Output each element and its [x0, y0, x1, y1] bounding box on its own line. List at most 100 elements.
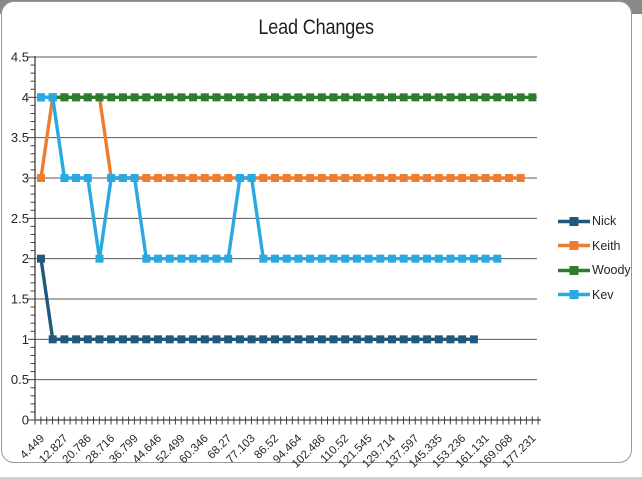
series-line-woody[interactable] [37, 93, 537, 102]
data-point-marker [165, 335, 174, 344]
data-point-marker [118, 335, 127, 344]
data-point-marker [212, 335, 221, 344]
data-point-marker [154, 335, 162, 344]
data-point-marker [142, 93, 151, 102]
data-point-marker [282, 93, 291, 102]
data-point-marker [364, 335, 373, 344]
legend-label: Keith [592, 238, 621, 253]
data-point-marker [130, 335, 139, 344]
y-tick-label: 2 [22, 251, 29, 266]
data-point-marker [329, 93, 338, 102]
data-point-marker [352, 174, 361, 182]
series-line-kev[interactable] [37, 93, 502, 263]
data-point-marker [130, 93, 139, 102]
legend-item-woody[interactable]: Woody [558, 258, 631, 283]
data-point-marker [60, 335, 69, 344]
data-point-marker [235, 93, 244, 102]
data-point-marker [446, 254, 455, 263]
data-point-marker [118, 174, 127, 182]
legend-label: Nick [592, 214, 617, 229]
data-point-marker [259, 93, 268, 102]
data-point-marker [411, 93, 420, 102]
data-point-marker [95, 254, 104, 263]
legend-item-kev[interactable]: Kev [558, 283, 631, 308]
data-point-marker [107, 93, 116, 102]
data-point-marker [306, 254, 315, 263]
data-point-marker [107, 174, 116, 182]
data-point-marker [446, 174, 455, 182]
data-point-marker [224, 93, 233, 102]
data-point-marker [271, 254, 279, 263]
data-point-marker [434, 174, 443, 182]
data-point-marker [411, 335, 420, 344]
data-point-marker [177, 335, 186, 344]
y-tick-label: 1.5 [11, 292, 29, 307]
chart-card [1, 1, 632, 463]
data-point-marker [341, 254, 350, 263]
data-point-marker [271, 93, 279, 102]
data-point-marker [493, 254, 502, 263]
data-point-marker [423, 335, 432, 344]
data-point-marker [72, 335, 81, 344]
data-point-marker [516, 174, 525, 182]
data-point-marker [224, 174, 233, 182]
data-point-marker [423, 93, 432, 102]
data-point-marker [200, 254, 209, 263]
data-point-marker [446, 93, 455, 102]
data-point-marker [247, 93, 256, 102]
data-point-marker [458, 254, 467, 263]
data-point-marker [247, 174, 256, 182]
data-point-marker [95, 93, 104, 102]
data-point-marker [37, 254, 45, 263]
data-point-marker [434, 254, 443, 263]
data-point-marker [177, 93, 186, 102]
data-point-marker [376, 93, 385, 102]
data-point-marker [376, 335, 385, 344]
data-point-marker [341, 93, 350, 102]
data-point-marker [72, 174, 81, 182]
data-point-marker [388, 93, 396, 102]
data-point-marker [271, 335, 279, 344]
data-point-marker [72, 93, 81, 102]
data-point-marker [306, 93, 315, 102]
data-point-marker [399, 93, 408, 102]
data-point-marker [294, 335, 303, 344]
data-point-marker [364, 174, 373, 182]
data-point-marker [423, 254, 432, 263]
data-point-marker [212, 93, 221, 102]
legend-item-nick[interactable]: Nick [558, 209, 631, 234]
data-point-marker [212, 174, 221, 182]
data-point-marker [481, 254, 490, 263]
data-point-marker [481, 93, 490, 102]
data-point-marker [458, 93, 467, 102]
data-point-marker [200, 174, 209, 182]
data-point-marker [376, 254, 385, 263]
y-tick-label: 3.5 [11, 130, 29, 145]
data-point-marker [317, 93, 326, 102]
y-tick-label: 3 [22, 171, 29, 186]
data-point-marker [189, 254, 198, 263]
data-point-marker [259, 254, 268, 263]
legend-item-keith[interactable]: Keith [558, 234, 631, 259]
data-point-marker [493, 93, 502, 102]
data-point-marker [48, 93, 57, 102]
data-point-marker [458, 335, 467, 344]
data-point-marker [341, 335, 350, 344]
data-point-marker [306, 335, 315, 344]
series-path [41, 95, 498, 261]
legend-line-marker-icon [558, 216, 590, 226]
data-point-marker [259, 335, 268, 344]
data-point-marker [317, 335, 326, 344]
data-point-marker [83, 93, 92, 102]
data-point-marker [60, 93, 69, 102]
data-point-marker [154, 93, 162, 102]
data-point-marker [329, 335, 338, 344]
data-point-marker [469, 254, 478, 263]
data-point-marker [446, 335, 455, 344]
data-point-marker [282, 335, 291, 344]
legend-line-marker-icon [558, 241, 590, 251]
y-tick-label: 2.5 [11, 211, 29, 226]
series-line-nick[interactable] [37, 254, 478, 344]
y-tick-label: 1 [22, 332, 29, 347]
